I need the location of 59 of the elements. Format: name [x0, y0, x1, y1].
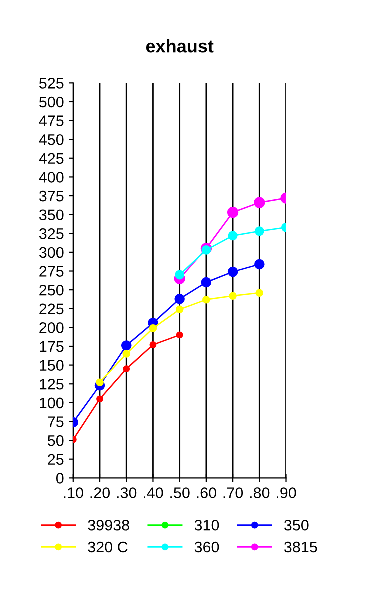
y-tick-label: 25: [48, 454, 64, 466]
y-tick-label: 0: [56, 473, 64, 484]
point: [202, 296, 210, 304]
y-tick-label: 450: [39, 134, 64, 146]
y-tick-label: 275: [40, 266, 64, 277]
y-tick-label: 475: [39, 116, 64, 126]
point: [254, 197, 266, 208]
legend-label: 320 C: [88, 542, 128, 553]
y-tick-label: 500: [39, 96, 64, 108]
x-tick-label: .50: [170, 488, 190, 498]
legend-label: 360: [194, 542, 220, 553]
y-tick-label: 325: [39, 228, 64, 240]
y-tick-label: 125: [40, 378, 64, 390]
y-tick-label: 425: [39, 153, 64, 164]
point: [254, 259, 265, 270]
point: [149, 324, 158, 332]
y-tick-label: 250: [40, 284, 64, 296]
point: [175, 270, 185, 280]
point: [254, 226, 264, 236]
x-tick-label: .10: [64, 488, 84, 498]
x-tick-label: .60: [197, 488, 216, 498]
y-tick-label: 175: [40, 342, 64, 352]
y-tick-label: 200: [40, 322, 64, 334]
chart-title: exhaust: [146, 40, 214, 53]
y-tick-label: 150: [40, 360, 64, 371]
point: [201, 277, 212, 288]
legend-label: 39938: [88, 520, 130, 531]
x-tick-label: .40: [144, 488, 164, 498]
point: [228, 266, 238, 278]
x-tick-label: .20: [90, 488, 110, 498]
point: [229, 292, 237, 300]
point: [228, 231, 238, 241]
point: [176, 332, 184, 339]
point: [174, 294, 185, 304]
x-tick-label: .70: [224, 488, 244, 498]
point: [150, 342, 157, 348]
legend-label: 350: [284, 520, 309, 531]
y-tick-label: 100: [40, 398, 64, 409]
legend-label: 3815: [284, 542, 318, 553]
y-tick-label: 350: [39, 210, 64, 221]
y-tick-label: 50: [48, 435, 64, 446]
y-tick-label: 75: [48, 416, 64, 428]
y-tick-label: 400: [39, 172, 64, 183]
point: [121, 340, 132, 351]
y-tick-label: 300: [39, 247, 64, 258]
y-tick-label: 375: [39, 190, 64, 202]
y-tick-label: 225: [40, 304, 64, 315]
point: [256, 289, 264, 297]
point: [122, 350, 131, 358]
x-tick-label: .30: [117, 488, 137, 498]
point: [176, 306, 184, 314]
y-tick-label: 525: [39, 78, 64, 89]
legend-label: 310: [194, 520, 220, 531]
point: [96, 396, 104, 403]
x-tick-label: .90: [277, 488, 296, 498]
x-tick-label: .80: [250, 488, 270, 498]
point: [227, 207, 239, 218]
point: [123, 366, 130, 373]
point: [96, 378, 104, 387]
